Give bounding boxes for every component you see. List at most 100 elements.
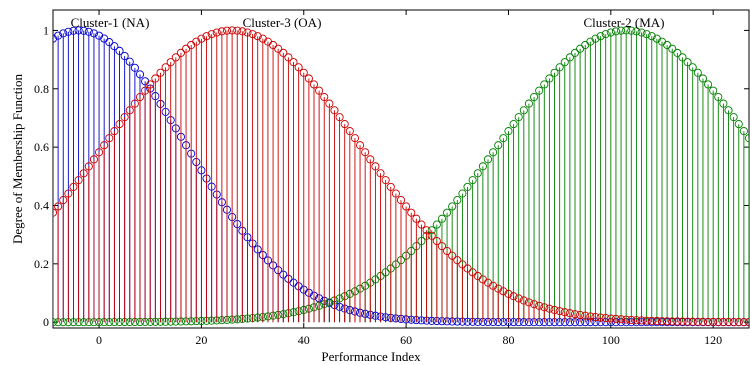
data-point bbox=[161, 63, 170, 72]
data-point bbox=[683, 58, 692, 67]
data-point bbox=[74, 26, 83, 35]
y-tick-label: 0.4 bbox=[34, 198, 49, 212]
data-point bbox=[519, 106, 528, 115]
data-point bbox=[524, 99, 533, 108]
data-point bbox=[207, 30, 216, 39]
data-point bbox=[540, 303, 549, 312]
data-point bbox=[719, 317, 728, 327]
data-point bbox=[130, 63, 139, 72]
data-point bbox=[54, 31, 63, 40]
data-point bbox=[734, 318, 743, 327]
data-point bbox=[79, 26, 88, 35]
data-point bbox=[402, 202, 411, 211]
data-point bbox=[530, 300, 539, 309]
data-point bbox=[427, 231, 436, 240]
data-point bbox=[540, 80, 549, 89]
data-point bbox=[299, 68, 308, 77]
data-point bbox=[432, 236, 441, 246]
data-point bbox=[325, 99, 334, 108]
data-point bbox=[468, 176, 477, 185]
data-point bbox=[586, 312, 595, 321]
data-point bbox=[535, 86, 544, 95]
data-point bbox=[422, 226, 431, 235]
data-point bbox=[647, 32, 656, 41]
y-tick-label: 1 bbox=[43, 23, 49, 37]
data-point bbox=[110, 127, 119, 136]
data-point bbox=[345, 127, 354, 136]
x-tick-label: 100 bbox=[602, 333, 620, 347]
data-point bbox=[576, 310, 585, 319]
data-point bbox=[453, 256, 462, 265]
data-point bbox=[448, 202, 457, 211]
data-point bbox=[69, 182, 78, 191]
data-point bbox=[100, 141, 109, 150]
data-point bbox=[222, 26, 232, 35]
data-point bbox=[320, 92, 329, 102]
data-point bbox=[489, 281, 498, 290]
data-point bbox=[560, 308, 569, 317]
stems bbox=[53, 30, 749, 323]
data-point bbox=[340, 120, 349, 129]
data-point bbox=[591, 312, 600, 322]
data-point bbox=[105, 134, 114, 143]
y-tick-label: 0.2 bbox=[34, 257, 49, 271]
data-point bbox=[64, 189, 73, 198]
data-point bbox=[519, 296, 528, 305]
data-point bbox=[545, 74, 554, 83]
data-point bbox=[284, 53, 293, 62]
data-point bbox=[238, 27, 247, 36]
data-point bbox=[443, 208, 452, 217]
data-point bbox=[110, 42, 119, 51]
data-point bbox=[79, 169, 88, 178]
data-point bbox=[381, 176, 390, 185]
data-point bbox=[437, 242, 446, 251]
data-point bbox=[274, 44, 283, 53]
data-point bbox=[637, 28, 646, 37]
data-point bbox=[709, 317, 718, 326]
data-point bbox=[89, 29, 98, 38]
data-point bbox=[156, 68, 165, 77]
data-point bbox=[632, 316, 641, 325]
x-axis-title: Performance Index bbox=[321, 349, 421, 364]
data-point bbox=[376, 169, 385, 178]
markers bbox=[53, 26, 749, 327]
series-cluster-3-oa bbox=[53, 26, 749, 327]
data-point bbox=[396, 196, 406, 205]
data-point bbox=[59, 196, 68, 205]
data-point bbox=[356, 141, 365, 150]
data-point bbox=[693, 317, 702, 326]
data-point bbox=[443, 246, 452, 256]
data-point bbox=[509, 120, 518, 129]
data-point bbox=[663, 317, 672, 326]
data-point bbox=[657, 317, 667, 326]
data-point bbox=[141, 86, 150, 95]
data-point bbox=[729, 113, 738, 122]
data-point bbox=[248, 30, 257, 39]
data-point bbox=[53, 208, 58, 217]
data-point bbox=[688, 317, 697, 326]
data-point bbox=[693, 68, 702, 77]
data-point bbox=[120, 51, 129, 61]
data-point bbox=[197, 34, 206, 43]
data-point bbox=[744, 134, 749, 143]
data-point bbox=[555, 307, 564, 316]
data-point bbox=[611, 314, 620, 323]
data-point bbox=[176, 48, 185, 57]
data-point bbox=[171, 53, 180, 62]
x-tick-label: 20 bbox=[195, 333, 207, 347]
data-point bbox=[668, 44, 677, 53]
data-point bbox=[95, 148, 104, 157]
data-point bbox=[228, 26, 237, 35]
data-point bbox=[483, 155, 493, 164]
data-point bbox=[729, 317, 738, 327]
x-tick-label: 80 bbox=[502, 333, 514, 347]
data-point bbox=[212, 28, 221, 37]
y-tick-label: 0 bbox=[43, 315, 49, 329]
data-point bbox=[678, 317, 687, 326]
data-point bbox=[565, 309, 574, 318]
data-point bbox=[432, 220, 441, 229]
data-point bbox=[407, 208, 416, 217]
y-tick-label: 0.6 bbox=[34, 140, 49, 154]
data-point bbox=[591, 34, 600, 43]
